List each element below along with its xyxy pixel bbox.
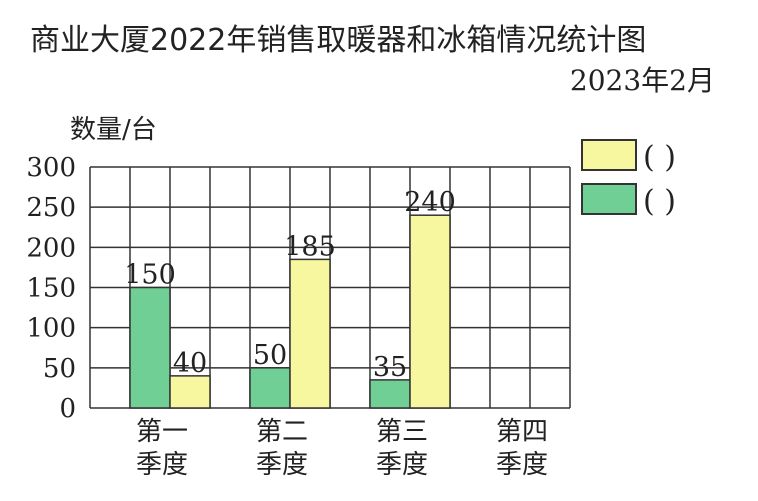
x-tick-label: 第四 [496,417,548,447]
bar [369,379,411,409]
y-tick-label: 50 [43,354,76,384]
legend: ( ) ( ) [581,139,676,219]
y-tick-label: 100 [26,314,76,344]
y-tick-label: 0 [59,394,76,424]
chart-title: 商业大厦2022年销售取暖器和冰箱情况统计图 [30,23,646,58]
x-tick-label: 第一 [136,417,188,447]
x-tick-label: 季度 [376,450,428,480]
legend-label: ( ) [643,184,676,219]
bar [289,258,331,409]
data-label: 150 [124,260,176,291]
x-tick-label: 季度 [136,450,188,480]
x-tick-label: 季度 [496,450,548,480]
data-label: 50 [253,340,287,371]
data-label: 185 [284,231,336,262]
legend-swatch [581,183,637,215]
y-axis-label: 数量/台 [70,115,157,145]
x-tick-label: 季度 [256,450,308,480]
data-label: 35 [373,352,407,383]
y-tick-label: 150 [26,274,76,304]
chart-date: 2023年2月 [570,64,715,97]
bar [169,375,211,409]
bar [249,367,291,409]
bar [129,286,171,409]
bar [409,214,451,409]
data-label: 240 [404,187,456,218]
x-tick-label: 第三 [376,417,428,447]
y-tick-label: 200 [26,233,76,263]
data-label: 40 [173,348,207,379]
y-tick-label: 300 [26,153,76,183]
x-tick-label: 第二 [256,417,308,447]
legend-label: ( ) [643,140,676,175]
y-tick-label: 250 [26,193,76,223]
legend-swatch [581,139,637,171]
